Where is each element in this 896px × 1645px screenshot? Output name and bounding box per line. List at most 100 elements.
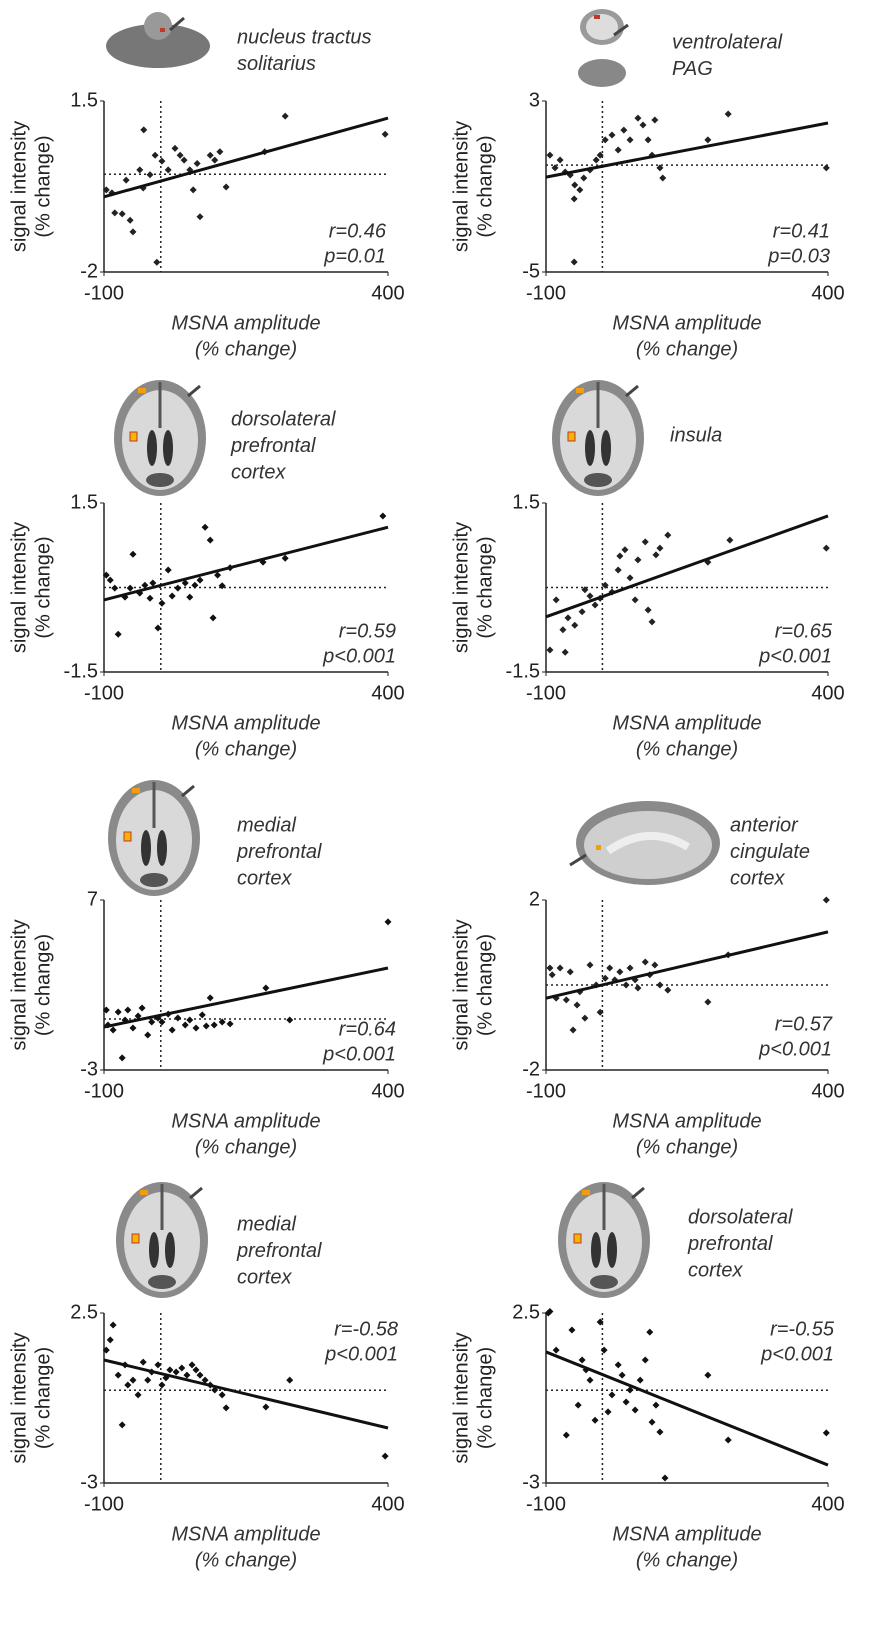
data-point [202,524,209,531]
y-axis-label: signal intensity [450,522,472,653]
ventricle [147,430,157,466]
data-point [704,1372,711,1379]
data-point [571,622,578,629]
data-point [563,1432,570,1439]
region-label: prefrontal [230,435,316,457]
y-tick-label: 1.5 [512,491,540,513]
data-point [154,1361,161,1368]
data-point [174,1014,181,1021]
data-point [123,177,130,184]
y-axis-label: (% change) [32,1347,54,1449]
x-axis-label: (% change) [636,1549,738,1571]
data-point [575,1402,582,1409]
regression-line [546,1352,828,1465]
region-label: cortex [688,1259,743,1281]
data-point [652,551,659,558]
data-point [571,195,578,202]
regression-line [104,527,388,600]
data-point [382,1453,389,1460]
data-point [605,1408,612,1415]
data-point [656,545,663,552]
data-point [623,1399,630,1406]
data-point [645,136,652,143]
data-point [169,1027,176,1034]
statistics-label: r=0.59 [339,620,396,642]
data-point [623,982,630,989]
data-point [152,152,159,159]
data-point [144,1031,151,1038]
data-point [546,647,553,654]
arrow [632,1188,644,1198]
data-point [627,965,634,972]
x-axis-label: MSNA amplitude [171,1523,320,1545]
data-point [615,1361,622,1368]
data-point [567,968,574,975]
data-point [616,552,623,559]
data-point [634,115,641,122]
data-point [186,594,193,601]
y-axis-label: (% change) [474,135,496,237]
region-label: dorsolateral [231,408,336,430]
data-point [107,577,114,584]
x-axis-label: (% change) [195,1136,297,1158]
brain-image [116,1182,208,1298]
data-point [725,111,732,118]
data-point [193,1025,200,1032]
data-point [165,567,172,574]
region-label: prefrontal [687,1233,773,1255]
y-tick-label: -2 [522,1058,540,1080]
x-tick-label: -100 [526,682,566,704]
x-axis-label: MSNA amplitude [171,1110,320,1132]
region-label: PAG [672,58,713,80]
data-point [223,183,230,190]
data-point [601,1347,608,1354]
region-label: cortex [237,867,292,889]
activation [138,388,146,393]
y-axis-label: (% change) [32,934,54,1036]
page: nucleus tractussolitarius-21.5-100400r=0… [0,0,896,1645]
regression-line [546,516,828,617]
ventricle [148,1275,176,1289]
ventricle [584,473,612,487]
data-point [166,1366,173,1373]
x-axis-label: MSNA amplitude [171,712,320,734]
data-point [169,592,176,599]
data-point [649,618,656,625]
y-tick-label: 2.5 [70,1301,98,1323]
statistics-label: p<0.001 [324,1343,398,1365]
brain-image [114,380,206,496]
data-point [570,1027,577,1034]
data-point [189,1361,196,1368]
data-point [194,160,201,167]
region-label: prefrontal [236,1240,322,1262]
activation [596,845,601,850]
data-point [190,186,197,193]
activation [574,1234,581,1243]
y-tick-label: -3 [80,1471,98,1493]
region-label: anterior [730,814,799,836]
statistics-label: r=0.46 [329,220,387,242]
x-tick-label: 400 [811,682,844,704]
ventricle [157,830,167,866]
ventricle [149,1232,159,1268]
data-point [621,546,628,553]
data-point [129,228,136,235]
data-point [642,1356,649,1363]
data-point [196,213,203,220]
x-tick-label: -100 [84,1080,124,1102]
data-point [564,614,571,621]
ventricle [163,430,173,466]
region-label: cingulate [730,841,810,863]
brain-white [584,811,712,879]
ventricle [590,1275,618,1289]
y-axis-label: signal intensity [450,1332,472,1463]
data-point [662,1475,669,1482]
data-point [559,626,566,633]
data-point [191,582,198,589]
statistics-label: r=-0.58 [334,1318,398,1340]
x-tick-label: 400 [811,282,844,304]
data-point [183,1372,190,1379]
data-point [571,182,578,189]
data-point [656,982,663,989]
data-point [129,1377,136,1384]
